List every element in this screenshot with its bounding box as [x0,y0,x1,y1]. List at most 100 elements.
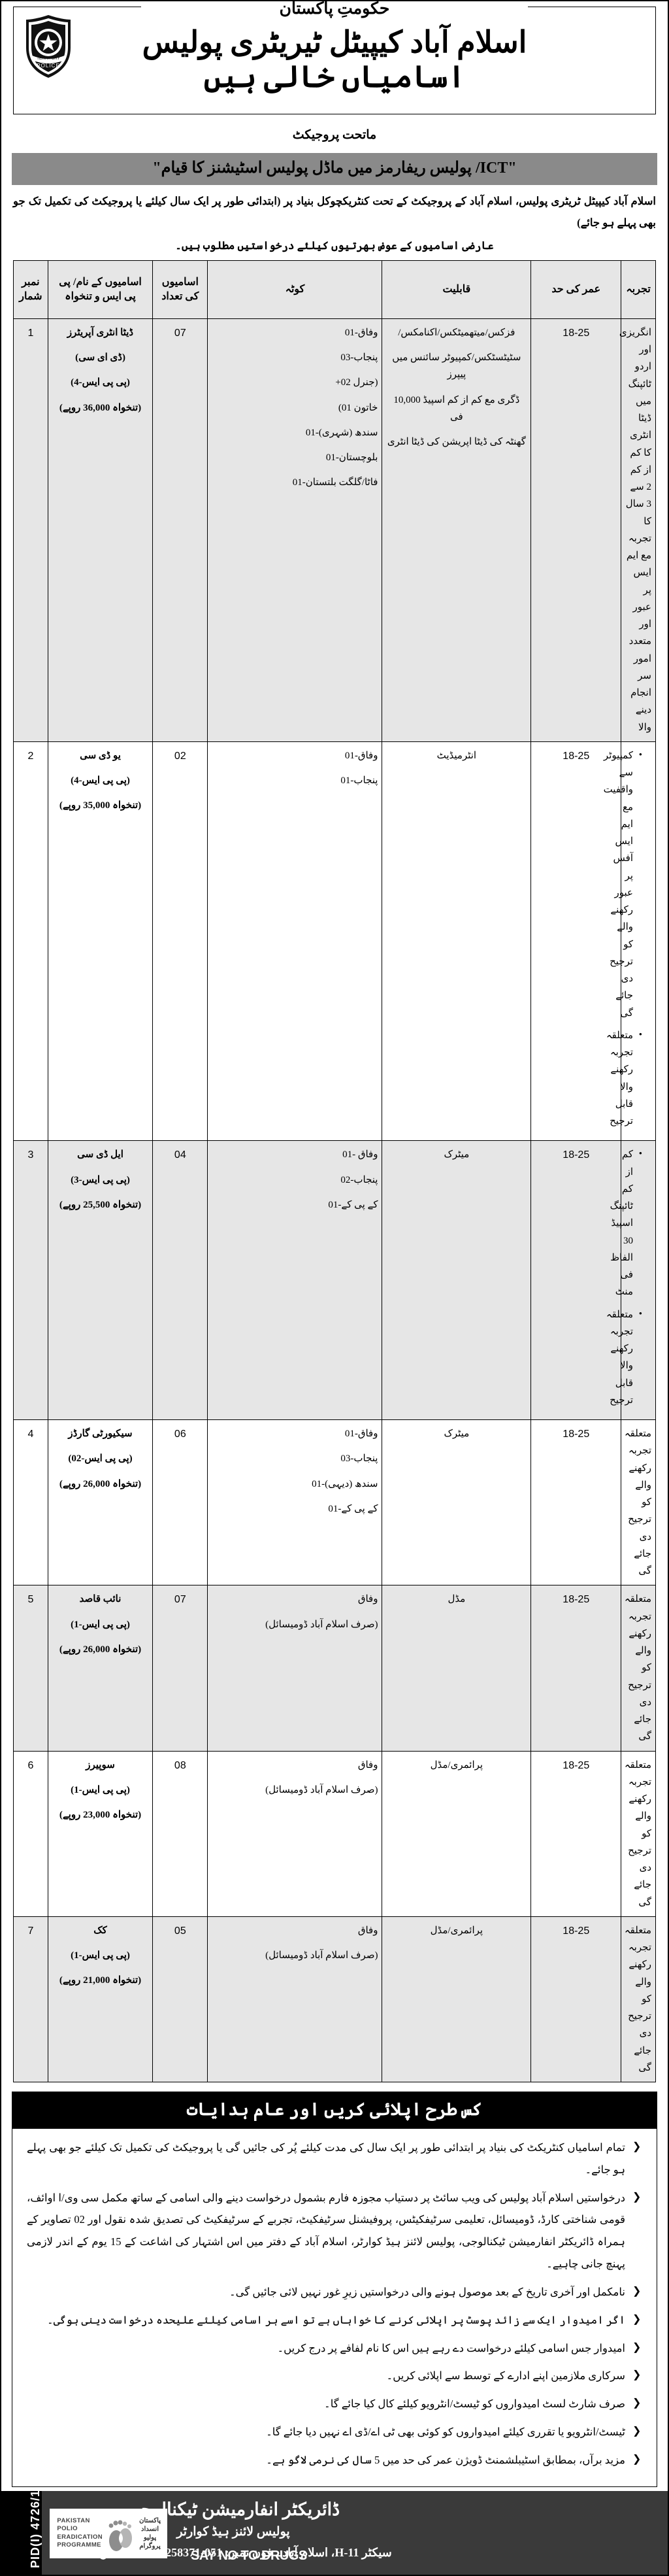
table-head: تجربہ عمر کی حد قابلیت کوٹہ اسامیوں کی ت… [13,260,656,319]
post-line: یو ڈی سی [80,750,121,761]
cell-serial: 6 [13,1750,48,1917]
cell-qualification: فزکس/میتھمیٹکس/اکنامکس/سٹیٹسٹکس/کمپیوٹر … [382,318,532,742]
intro-line-1: اسلام آباد کیپیٹل ٹریٹری پولیس، اسلام آب… [13,194,656,229]
quota-line: (جنرل 02+ [335,377,378,388]
instruction-item: درخواستیں اسلام آباد پولیس کی ویب سائٹ پ… [27,2187,642,2275]
cell-experience: متعلقہ تجربہ رکھنے والے کو ترجیح دی جائے… [621,1585,656,1752]
vacancies-table-wrap: تجربہ عمر کی حد قابلیت کوٹہ اسامیوں کی ت… [13,260,656,2083]
quota-line: وفاق-01 [344,327,378,338]
cell-post: سوپیرز (پی پی ایس-1) (تنخواہ 23,000 روپے) [47,1750,154,1917]
cell-qualification: پرائمری/مڈل [382,1750,532,1917]
cell-serial: 5 [13,1585,48,1752]
post-line: (تنخواہ 36,000 روپے) [59,402,142,413]
quota-line: وفاق [357,1925,378,1936]
intro-paragraph: اسلام آباد کیپیٹل ٹریٹری پولیس، اسلام آب… [13,190,656,256]
cell-experience: متعلقہ تجربہ رکھنے والے کو ترجیح دی جائے… [621,1916,656,2083]
polio-ur-1: انسداد [141,2525,159,2533]
table-header-row: تجربہ عمر کی حد قابلیت کوٹہ اسامیوں کی ت… [13,260,656,319]
post-line: (پی پی ایس-1) [71,1950,130,1961]
polio-logo: پاکستان انسداد پولیو پروگرام PAKISTAN PO… [50,2508,167,2558]
th-experience: تجربہ [621,260,656,319]
cell-quota: وفاق-01 پنجاب-01 [207,741,383,1142]
quota-line: وفاق [357,1759,378,1771]
table-row: کم از کم ٹائپنگ اسپیڈ 30 الفاظ فی منٹ متع… [13,1140,656,1421]
cell-age: 18-25 [530,1419,622,1586]
cell-qualification: انٹرمیڈیٹ [382,741,532,1142]
cell-qualification: میٹرک [382,1419,532,1586]
post-line: (پی پی ایس-1) [71,1619,130,1630]
government-line: حکومتِ پاکستان [141,1,528,18]
qualification-line: ڈگری مع کم از کم اسپیڈ 10,000 فی [393,394,520,422]
quota-line: پنجاب-02 [340,1174,378,1185]
post-line: (تنخواہ 35,000 روپے) [59,800,142,811]
organization-title: اسلام آباد کیپیٹل ٹیریٹری پولیس [142,25,527,59]
th-count: اسامیوں کی تعداد [152,260,208,319]
cell-post: نائب قاصد (پی پی ایس-1) (تنخواہ 26,000 روپ… [47,1585,154,1752]
quota-line: پنجاب-03 [340,1453,378,1465]
instruction-item: صرف شارٹ لسٹ امیدواروں کو ٹیسٹ/انٹرویو ک… [27,2393,642,2415]
th-serial: نمبر شمار [13,260,48,319]
experience-line: ڈیٹا انٹری کا کم از کم 2 سے 3 سال [625,413,651,510]
post-line: (پی پی ایس-02) [68,1453,133,1465]
instruction-item: تمام اسامیاں کنٹریکٹ کی بنیاد پر ابتدائی… [27,2137,642,2181]
instruction-item: امیدوار جس اسامی کیلئے درخواست دے رہے ہی… [27,2337,642,2360]
experience-item: کمپیوٹر سے واقفیت مع ایم ایس آفس پر عبور… [604,747,642,1022]
experience-line: کا تجربہ مع ایم ایس پر عبور اور [626,516,651,630]
instruction-item: نامکمل اور آخری تاریخ کے بعد موصول ہونے … [27,2281,642,2303]
footer: PID(I) 4726/19 پاکستان انسداد پولیو پروگ… [1,2490,668,2575]
polio-en-0: PAKISTAN [57,2517,90,2524]
post-line: سوپیرز [86,1759,115,1771]
post-line: (تنخواہ 21,000 روپے) [59,1975,142,1986]
cell-count: 02 [152,741,208,1142]
instructions-list: تمام اسامیاں کنٹریکٹ کی بنیاد پر ابتدائی… [27,2137,642,2471]
cell-age: 18-25 [530,1750,622,1917]
header-box: TERRITORY POLICE حکومتِ پاکستان اسلام آب… [13,1,656,114]
cell-qualification: مڈل [382,1585,532,1752]
polio-ur-3: پروگرام [139,2542,161,2550]
cell-qualification: میٹرک [382,1140,532,1421]
experience-line: متعلقہ تجربہ رکھنے والے کو ترجیح دی جائے… [624,1925,651,2073]
qualification-line: میٹرک [444,1149,470,1161]
table-row: متعلقہ تجربہ رکھنے والے کو ترجیح دی جائے… [13,1585,656,1752]
quota-line: وفاق-01 [344,750,378,761]
polio-en-3: PROGRAMME [57,2541,101,2549]
quota-line: (صرف اسلام آباد ڈومیسائل) [265,1784,378,1795]
post-line: (تنخواہ 23,000 روپے) [59,1810,142,1821]
post-line: نائب قاصد [79,1594,122,1605]
cell-age: 18-25 [530,318,622,742]
experience-list: کمپیوٹر سے واقفیت مع ایم ایس آفس پر عبور… [604,747,651,1130]
cell-serial: 2 [13,741,48,1142]
qualification-line: سٹیٹسٹکس/کمپیوٹر سائنس میں پیپرز [392,352,521,381]
qualification-line: فزکس/میتھمیٹکس/اکنامکس/ [398,327,515,338]
experience-line: متعلقہ تجربہ رکھنے والے کو ترجیح دی جائے… [624,1594,651,1742]
qualification-line: گھنٹہ کی ڈیٹا اپریشن کی ڈیٹا انٹری [387,437,526,448]
quota-line: وفاق -01 [342,1149,378,1161]
th-qualification: قابلیت [382,260,532,319]
post-line: (ڈی ای سی) [75,352,125,364]
experience-line: متعلقہ تجربہ رکھنے والے کو ترجیح دی جائے… [624,1429,651,1577]
cell-count: 04 [152,1140,208,1421]
cell-quota: وفاق (صرف اسلام آباد ڈومیسائل) [207,1916,383,2083]
quota-line: بلوچستان-01 [325,452,378,464]
quota-line: وفاق [357,1594,378,1605]
cell-post: ایل ڈی سی (پی پی ایس-3) (تنخواہ 25,500 روپ… [47,1140,154,1421]
cell-count: 06 [152,1419,208,1586]
post-line: (پی پی ایس-4) [71,377,130,388]
cell-count: 08 [152,1750,208,1917]
cell-experience: متعلقہ تجربہ رکھنے والے کو ترجیح دی جائے… [621,1419,656,1586]
qualification-line: انٹرمیڈیٹ [436,750,477,761]
svg-text:POLICE: POLICE [37,63,59,69]
footprints-icon [108,2520,133,2551]
pid-strip: PID(I) 4726/19 [1,2490,42,2575]
header: TERRITORY POLICE حکومتِ پاکستان اسلام آب… [1,1,668,152]
post-line: ایل ڈی سی [77,1149,123,1161]
post-line: (پی پی ایس-1) [71,1784,130,1795]
project-title-banner: "ICT/ پولیس ریفارمز میں ماڈل پولیس اسٹیش… [12,153,657,185]
table-row: متعلقہ تجربہ رکھنے والے کو ترجیح دی جائے… [13,1916,656,2083]
instruction-item: ٹیسٹ/انٹرویو یا تقرری کیلئے امیدواروں کو… [27,2421,642,2443]
pid-text: PID(I) 4726/19 [29,2490,42,2568]
post-line: (تنخواہ 26,000 روپے) [59,1478,142,1489]
quota-line: (صرف اسلام آباد ڈومیسائل) [265,1619,378,1630]
polio-urdu-text: پاکستان انسداد پولیو پروگرام [139,2517,161,2551]
